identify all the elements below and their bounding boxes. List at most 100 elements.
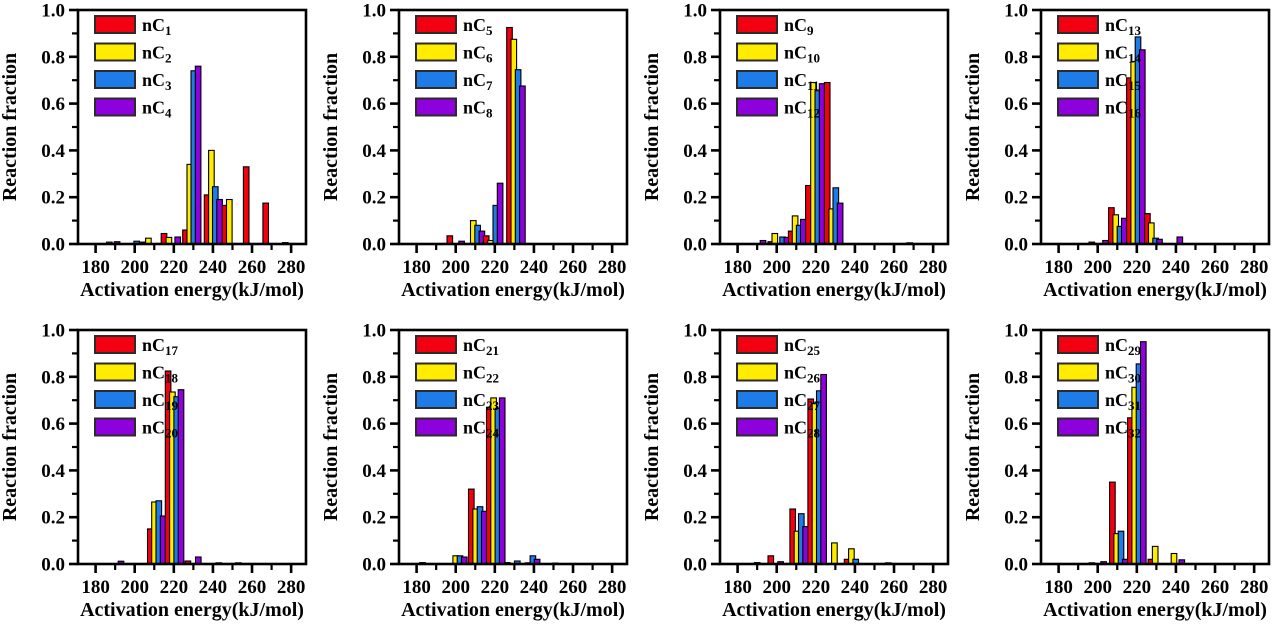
legend-swatch-nC3 <box>94 70 136 89</box>
legend-label-nC13: nC13 <box>1105 15 1142 38</box>
chart-panel-nC1-nC4: 180 200 220 240 260 280 0.0 0.2 0.4 0.6 0.8 1.0 Acti… <box>0 1 308 301</box>
x-tick-label: 200 <box>441 577 470 598</box>
x-tick-label: 180 <box>723 577 752 598</box>
y-axis-title: Reaction fraction <box>963 53 984 201</box>
y-tick-label: 0.0 <box>41 235 65 256</box>
x-tick-label: 260 <box>880 577 909 598</box>
y-tick-label: 0.4 <box>41 141 65 162</box>
x-axis-title: Activation energy(kJ/mol) <box>80 599 304 621</box>
legend-label-nC32: nC32 <box>1105 418 1141 441</box>
legend-label-nC18: nC18 <box>142 363 179 386</box>
axis-ticks: 180 200 220 240 260 280 0.0 0.2 0.4 0.6 0.8 1.0 <box>1004 321 1268 599</box>
legend-label-nC15: nC15 <box>1105 70 1142 93</box>
legend-swatch-nC17 <box>94 335 136 354</box>
axis-ticks: 180 200 220 240 260 280 0.0 0.2 0.4 0.6 0.8 1.0 <box>683 1 947 279</box>
x-tick-label: 220 <box>160 257 189 278</box>
legend-swatch-nC29 <box>1057 335 1099 354</box>
legend-swatch-nC12 <box>736 97 778 117</box>
y-tick-label: 0.6 <box>683 94 707 115</box>
legend-swatch-nC28 <box>736 417 778 437</box>
legend-label-nC10: nC10 <box>784 43 820 66</box>
x-tick-label: 280 <box>277 577 306 598</box>
y-tick-label: 0.8 <box>362 47 386 68</box>
y-tick-label: 0.2 <box>41 508 65 529</box>
legend-label-nC23: nC23 <box>463 390 500 413</box>
legend-label-nC14: nC14 <box>1105 43 1142 66</box>
x-tick-label: 200 <box>762 577 791 598</box>
x-tick-label: 180 <box>81 577 110 598</box>
chart-panel-nC17-nC20: 180 200 220 240 260 280 0.0 0.2 0.4 0.6 0.8 1.0 Acti… <box>0 321 308 621</box>
legend-swatch-nC25 <box>736 335 778 354</box>
bars <box>753 373 892 565</box>
y-axis-title: Reaction fraction <box>0 373 21 521</box>
legend: nC13 nC14 nC15 nC16 <box>1057 15 1142 121</box>
x-tick-label: 220 <box>160 577 189 598</box>
legend-swatch-nC1 <box>94 15 136 34</box>
bar-nC30-229.4 <box>1151 545 1159 565</box>
chart-panel-nC25-nC28: 180 200 220 240 260 280 0.0 0.2 0.4 0.6 0.8 1.0 Acti… <box>642 321 950 621</box>
bars <box>1088 341 1186 565</box>
bar-nC24-223.8 <box>498 397 506 565</box>
x-tick-label: 260 <box>559 257 588 278</box>
legend-label-nC31: nC31 <box>1105 390 1141 413</box>
y-axis-title: Reaction fraction <box>963 373 984 521</box>
bar-nC2-248.4 <box>225 198 233 245</box>
y-tick-label: 1.0 <box>362 321 386 342</box>
x-axis-title: Activation energy(kJ/mol) <box>1043 279 1267 301</box>
y-axis-title: Reaction fraction <box>321 373 342 521</box>
y-tick-label: 0.8 <box>41 367 65 388</box>
legend-swatch-nC27 <box>736 390 778 409</box>
legend: nC5 nC6 nC7 nC8 <box>415 15 493 121</box>
x-axis-title: Activation energy(kJ/mol) <box>1043 599 1267 621</box>
y-tick-label: 0.2 <box>362 188 386 209</box>
legend-swatch-nC21 <box>415 335 457 354</box>
legend: nC9 nC10 nC11 nC12 <box>736 15 820 121</box>
legend-label-nC24: nC24 <box>463 418 500 441</box>
chart-panel-nC21-nC24: 180 200 220 240 260 280 0.0 0.2 0.4 0.6 0.8 1.0 Acti… <box>321 321 629 621</box>
x-tick-label: 240 <box>199 577 228 598</box>
legend-label-nC9: nC9 <box>784 15 814 38</box>
axis-ticks: 180 200 220 240 260 280 0.0 0.2 0.4 0.6 0.8 1.0 <box>41 1 305 279</box>
y-tick-label: 0.2 <box>1004 188 1028 209</box>
legend-swatch-nC32 <box>1057 417 1099 437</box>
x-tick-label: 200 <box>120 577 149 598</box>
legend-label-nC16: nC16 <box>1105 98 1142 121</box>
y-tick-label: 0.8 <box>683 367 707 388</box>
x-tick-label: 220 <box>1123 257 1152 278</box>
y-tick-label: 0.2 <box>683 188 707 209</box>
legend-swatch-nC11 <box>736 70 778 89</box>
y-tick-label: 0.0 <box>41 555 65 576</box>
bars <box>105 65 289 245</box>
legend-swatch-nC9 <box>736 15 778 34</box>
y-tick-label: 0.0 <box>362 235 386 256</box>
bar-nC28-224 <box>820 373 827 565</box>
axis-ticks: 180 200 220 240 260 280 0.0 0.2 0.4 0.6 0.8 1.0 <box>683 321 947 599</box>
bars <box>446 26 526 245</box>
y-tick-label: 1.0 <box>683 321 707 342</box>
legend-label-nC17: nC17 <box>142 335 179 358</box>
legend-label-nC26: nC26 <box>784 363 821 386</box>
x-tick-label: 240 <box>841 257 870 278</box>
x-tick-label: 200 <box>1083 257 1112 278</box>
x-axis-title: Activation energy(kJ/mol) <box>401 599 625 621</box>
y-tick-label: 0.6 <box>41 94 65 115</box>
y-tick-label: 0.8 <box>683 47 707 68</box>
x-tick-label: 220 <box>481 577 510 598</box>
legend-swatch-nC14 <box>1057 42 1099 62</box>
legend-swatch-nC4 <box>94 97 136 117</box>
x-tick-label: 200 <box>1083 577 1112 598</box>
legend-label-nC30: nC30 <box>1105 363 1141 386</box>
y-tick-label: 0.2 <box>1004 508 1028 529</box>
axis-ticks: 180 200 220 240 260 280 0.0 0.2 0.4 0.6 0.8 1.0 <box>41 321 305 599</box>
x-tick-label: 180 <box>1044 257 1073 278</box>
y-tick-label: 0.4 <box>362 461 386 482</box>
x-tick-label: 260 <box>559 577 588 598</box>
y-tick-label: 1.0 <box>41 321 65 342</box>
legend-label-nC3: nC3 <box>142 70 172 93</box>
x-tick-label: 220 <box>481 257 510 278</box>
legend-label-nC29: nC29 <box>1105 335 1142 358</box>
x-axis-title: Activation energy(kJ/mol) <box>401 279 625 301</box>
legend-label-nC27: nC27 <box>784 390 821 413</box>
y-tick-label: 0.0 <box>1004 235 1028 256</box>
